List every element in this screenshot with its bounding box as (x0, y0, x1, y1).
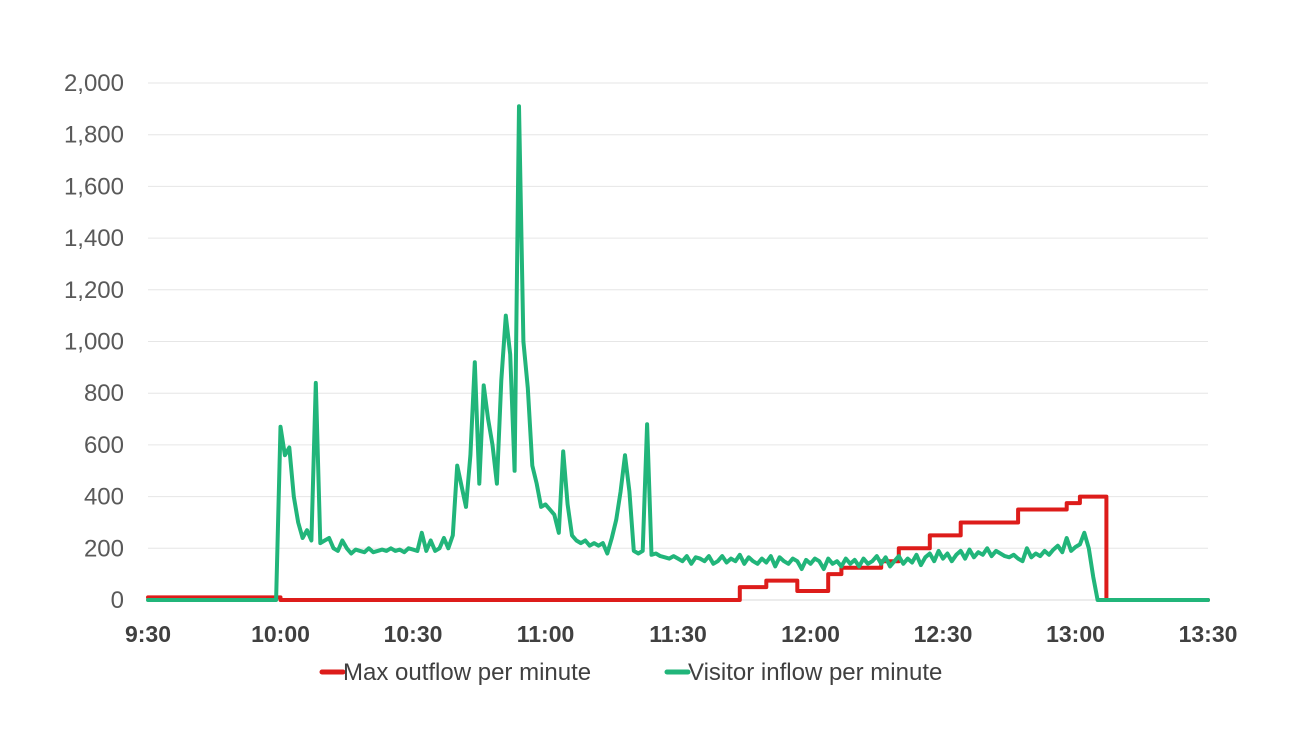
x-tick-label: 9:30 (125, 621, 171, 647)
y-tick-label: 2,000 (64, 70, 124, 97)
y-tick-label: 1,000 (64, 329, 124, 356)
x-tick-label: 10:00 (251, 621, 310, 647)
series-line-visitor-inflow (146, 104, 1210, 602)
y-tick-label: 1,800 (64, 122, 124, 149)
grid-layer (148, 82, 1208, 601)
y-tick-label: 1,200 (64, 277, 124, 304)
x-axis-ticks: 9:30 10:00 10:30 11:00 11:30 12:00 12:30 13:00 1… (125, 621, 1237, 647)
legend-label: Visitor inflow per minute (688, 659, 942, 686)
y-tick-label: 1,400 (64, 225, 124, 252)
y-tick-label: 200 (84, 535, 124, 562)
x-tick-label: 13:00 (1046, 621, 1105, 647)
y-tick-label: 400 (84, 484, 124, 511)
x-tick-label: 13:30 (1179, 621, 1238, 647)
y-tick-label: 600 (84, 432, 124, 459)
x-tick-label: 11:00 (517, 621, 575, 647)
x-tick-label: 11:30 (649, 621, 707, 647)
y-tick-label: 0 (111, 587, 124, 614)
x-tick-label: 12:30 (914, 621, 973, 647)
y-tick-label: 800 (84, 380, 124, 407)
legend: Max outflow per minute Visitor inflow per… (319, 659, 942, 686)
y-tick-label: 1,600 (64, 173, 124, 200)
x-tick-label: 10:30 (384, 621, 443, 647)
legend-label: Max outflow per minute (343, 659, 591, 686)
y-axis-ticks: 0 200 400 600 800 1,000 1,200 1,400 1,600 1,800 2,… (64, 70, 124, 614)
x-tick-label: 12:00 (781, 621, 840, 647)
series-layer (146, 104, 1210, 602)
